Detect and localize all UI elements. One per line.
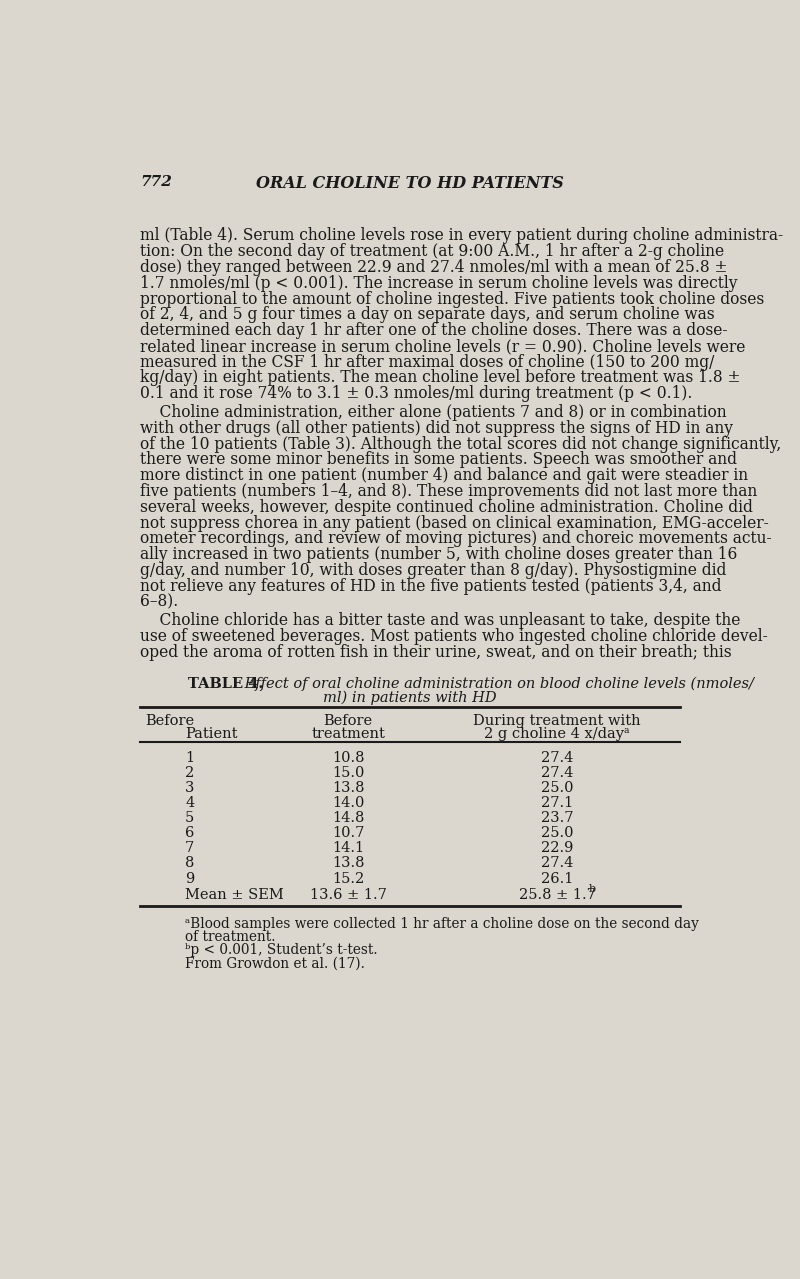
Text: measured in the CSF 1 hr after maximal doses of choline (150 to 200 mg/: measured in the CSF 1 hr after maximal d… xyxy=(140,354,714,371)
Text: 15.2: 15.2 xyxy=(332,871,364,885)
Text: TABLE 4.: TABLE 4. xyxy=(187,677,263,691)
Text: 6: 6 xyxy=(186,826,194,840)
Text: there were some minor benefits in some patients. Speech was smoother and: there were some minor benefits in some p… xyxy=(140,451,738,468)
Text: ometer recordings, and review of moving pictures) and choreic movements actu-: ometer recordings, and review of moving … xyxy=(140,531,772,547)
Text: proportional to the amount of choline ingested. Five patients took choline doses: proportional to the amount of choline in… xyxy=(140,290,765,307)
Text: Before: Before xyxy=(323,714,373,728)
Text: 25.0: 25.0 xyxy=(541,826,574,840)
Text: 7: 7 xyxy=(186,842,194,856)
Text: From Growdon et al. (17).: From Growdon et al. (17). xyxy=(186,957,365,971)
Text: 14.1: 14.1 xyxy=(332,842,364,856)
Text: with other drugs (all other patients) did not suppress the signs of HD in any: with other drugs (all other patients) di… xyxy=(140,420,734,437)
Text: treatment: treatment xyxy=(311,726,385,741)
Text: 23.7: 23.7 xyxy=(541,811,574,825)
Text: 9: 9 xyxy=(186,871,194,885)
Text: 15.0: 15.0 xyxy=(332,766,364,780)
Text: 27.1: 27.1 xyxy=(541,797,574,811)
Text: kg/day) in eight patients. The mean choline level before treatment was 1.8 ±: kg/day) in eight patients. The mean chol… xyxy=(140,370,741,386)
Text: Patient: Patient xyxy=(186,726,238,741)
Text: 27.4: 27.4 xyxy=(541,751,574,765)
Text: 27.4: 27.4 xyxy=(541,857,574,871)
Text: of the 10 patients (Table 3). Although the total scores did not change significa: of the 10 patients (Table 3). Although t… xyxy=(140,436,782,453)
Text: Effect of oral choline administration on blood choline levels (nmoles/: Effect of oral choline administration on… xyxy=(240,677,754,691)
Text: 10.7: 10.7 xyxy=(332,826,364,840)
Text: 4: 4 xyxy=(186,797,194,811)
Text: 25.0: 25.0 xyxy=(541,781,574,796)
Text: 0.1 and it rose 74% to 3.1 ± 0.3 nmoles/ml during treatment (p < 0.1).: 0.1 and it rose 74% to 3.1 ± 0.3 nmoles/… xyxy=(140,385,693,403)
Text: 22.9: 22.9 xyxy=(541,842,574,856)
Text: 14.8: 14.8 xyxy=(332,811,364,825)
Text: 2: 2 xyxy=(186,766,194,780)
Text: ᵇp < 0.001, Student’s t-test.: ᵇp < 0.001, Student’s t-test. xyxy=(186,943,378,957)
Text: not relieve any features of HD in the five patients tested (patients 3,4, and: not relieve any features of HD in the fi… xyxy=(140,578,722,595)
Text: 27.4: 27.4 xyxy=(541,766,574,780)
Text: During treatment with: During treatment with xyxy=(474,714,641,728)
Text: ᵃBlood samples were collected 1 hr after a choline dose on the second day: ᵃBlood samples were collected 1 hr after… xyxy=(186,917,699,931)
Text: tion: On the second day of treatment (at 9:00 A.M., 1 hr after a 2-g choline: tion: On the second day of treatment (at… xyxy=(140,243,725,260)
Text: oped the aroma of rotten fish in their urine, sweat, and on their breath; this: oped the aroma of rotten fish in their u… xyxy=(140,643,732,661)
Text: b: b xyxy=(589,884,596,894)
Text: g/day, and number 10, with doses greater than 8 g/day). Physostigmine did: g/day, and number 10, with doses greater… xyxy=(140,561,726,579)
Text: 26.1: 26.1 xyxy=(541,871,574,885)
Text: of treatment.: of treatment. xyxy=(186,930,276,944)
Text: determined each day 1 hr after one of the choline doses. There was a dose-: determined each day 1 hr after one of th… xyxy=(140,322,728,339)
Text: 3: 3 xyxy=(186,781,194,796)
Text: 14.0: 14.0 xyxy=(332,797,364,811)
Text: Before: Before xyxy=(145,714,194,728)
Text: five patients (numbers 1–4, and 8). These improvements did not last more than: five patients (numbers 1–4, and 8). Thes… xyxy=(140,483,758,500)
Text: dose) they ranged between 22.9 and 27.4 nmoles/ml with a mean of 25.8 ±: dose) they ranged between 22.9 and 27.4 … xyxy=(140,258,728,276)
Text: 6–8).: 6–8). xyxy=(140,593,178,610)
Text: 8: 8 xyxy=(186,857,194,871)
Text: Choline chloride has a bitter taste and was unpleasant to take, despite the: Choline chloride has a bitter taste and … xyxy=(140,613,741,629)
Text: 1.7 nmoles/ml (p < 0.001). The increase in serum choline levels was directly: 1.7 nmoles/ml (p < 0.001). The increase … xyxy=(140,275,738,292)
Text: ml) in patients with HD: ml) in patients with HD xyxy=(323,691,497,705)
Text: 1: 1 xyxy=(186,751,194,765)
Text: use of sweetened beverages. Most patients who ingested choline chloride devel-: use of sweetened beverages. Most patient… xyxy=(140,628,768,645)
Text: 13.8: 13.8 xyxy=(332,857,364,871)
Text: ml (Table 4). Serum choline levels rose in every patient during choline administ: ml (Table 4). Serum choline levels rose … xyxy=(140,228,783,244)
Text: 13.8: 13.8 xyxy=(332,781,364,796)
Text: ally increased in two patients (number 5, with choline doses greater than 16: ally increased in two patients (number 5… xyxy=(140,546,738,563)
Text: ORAL CHOLINE TO HD PATIENTS: ORAL CHOLINE TO HD PATIENTS xyxy=(256,175,564,192)
Text: 2 g choline 4 x/dayᵃ: 2 g choline 4 x/dayᵃ xyxy=(485,726,630,741)
Text: 772: 772 xyxy=(140,175,172,189)
Text: 25.8 ± 1.7: 25.8 ± 1.7 xyxy=(519,888,596,902)
Text: Choline administration, either alone (patients 7 and 8) or in combination: Choline administration, either alone (pa… xyxy=(140,404,727,421)
Text: 10.8: 10.8 xyxy=(332,751,364,765)
Text: not suppress chorea in any patient (based on clinical examination, EMG-acceler-: not suppress chorea in any patient (base… xyxy=(140,514,769,532)
Text: of 2, 4, and 5 g four times a day on separate days, and serum choline was: of 2, 4, and 5 g four times a day on sep… xyxy=(140,307,715,324)
Text: several weeks, however, despite continued choline administration. Choline did: several weeks, however, despite continue… xyxy=(140,499,753,515)
Text: more distinct in one patient (number 4) and balance and gait were steadier in: more distinct in one patient (number 4) … xyxy=(140,467,749,485)
Text: Mean ± SEM: Mean ± SEM xyxy=(186,888,284,902)
Text: related linear increase in serum choline levels (r = 0.90). Choline levels were: related linear increase in serum choline… xyxy=(140,338,746,354)
Text: 13.6 ± 1.7: 13.6 ± 1.7 xyxy=(310,888,386,902)
Text: 5: 5 xyxy=(186,811,194,825)
